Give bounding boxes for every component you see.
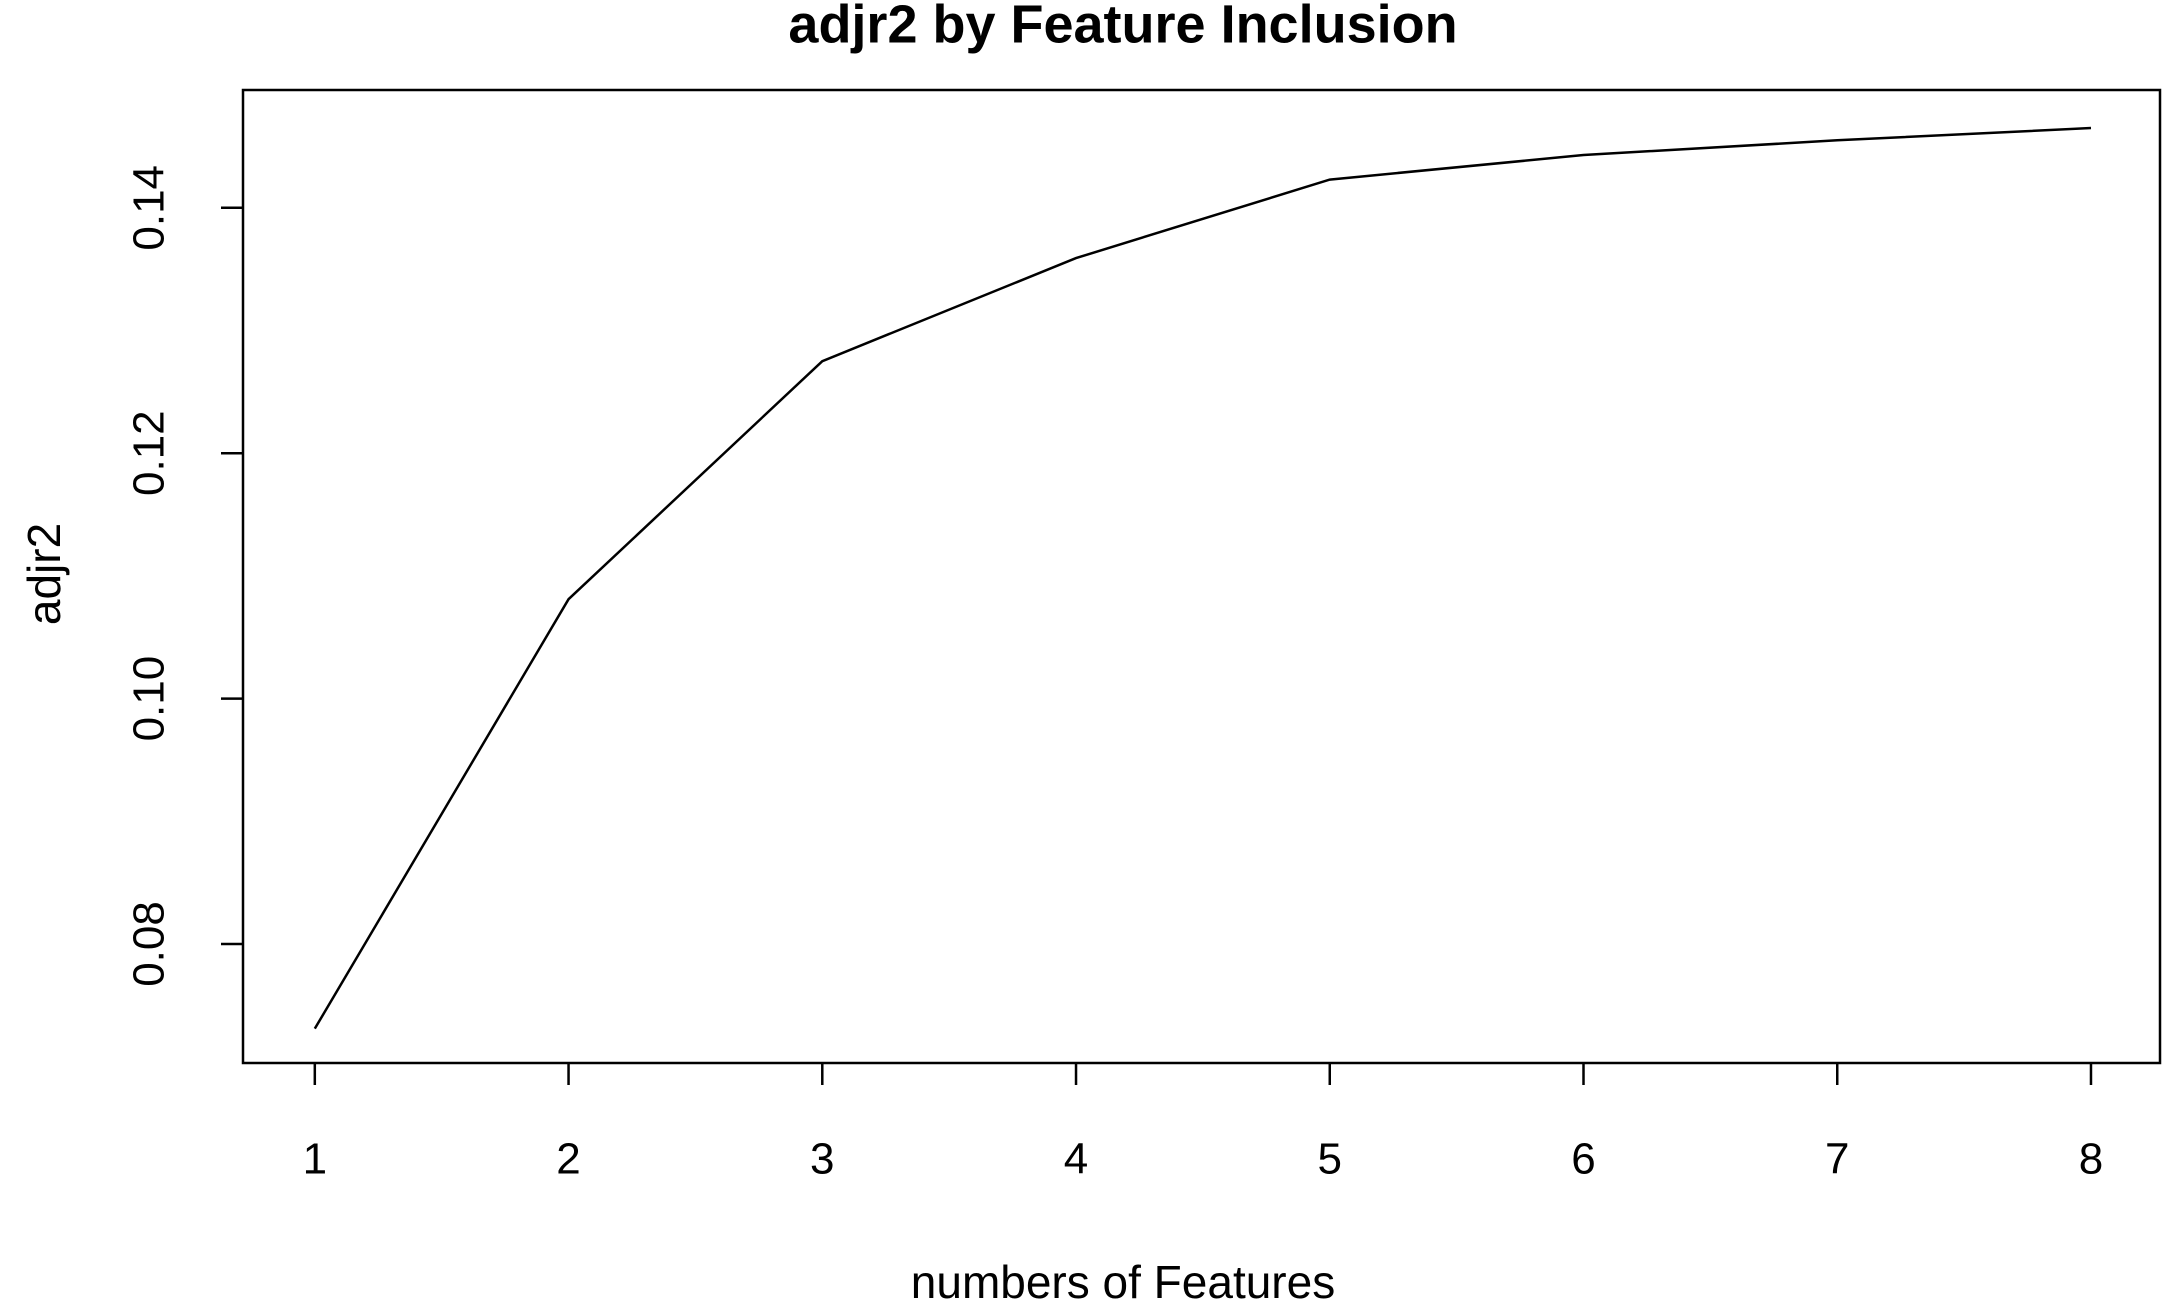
- x-tick-label: 2: [556, 1135, 580, 1184]
- x-tick-label: 1: [303, 1135, 327, 1184]
- x-tick-label: 3: [810, 1135, 834, 1184]
- line-series: [313, 126, 2092, 1030]
- y-tick-label: 0.12: [125, 410, 174, 496]
- x-tick-label: 7: [1825, 1135, 1849, 1184]
- x-tick-label: 5: [1318, 1135, 1342, 1184]
- y-tick-label: 0.08: [125, 901, 174, 987]
- x-tick-label: 8: [2079, 1135, 2103, 1184]
- x-axis-label: numbers of Features: [911, 1256, 1335, 1308]
- x-tick-label: 6: [1571, 1135, 1595, 1184]
- y-tick-label: 0.14: [125, 165, 174, 251]
- x-tick-label: 4: [1064, 1135, 1088, 1184]
- chart-title: adjr2 by Feature Inclusion: [788, 0, 1457, 54]
- y-tick-label: 0.10: [125, 656, 174, 742]
- plot-frame: [241, 88, 2162, 1065]
- y-axis-label: adjr2: [18, 523, 70, 625]
